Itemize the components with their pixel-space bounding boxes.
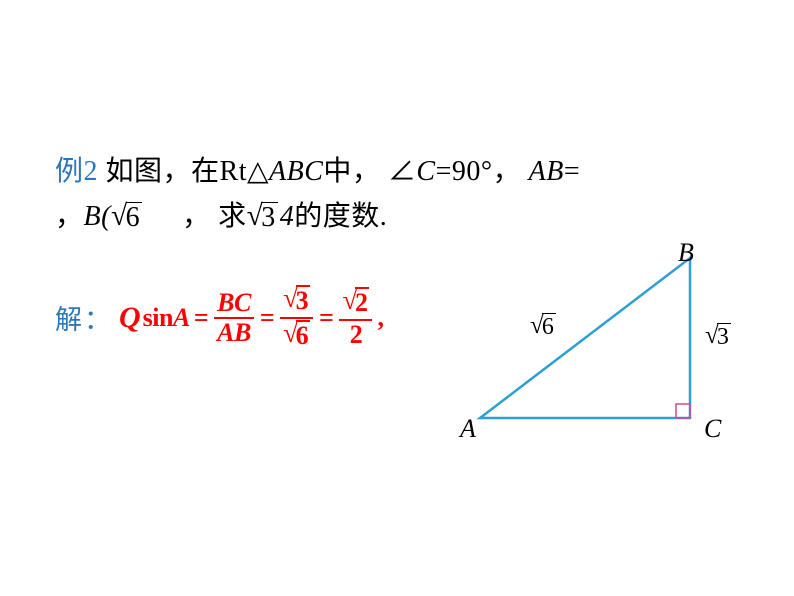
triangle-svg [460, 238, 780, 468]
example-label: 例2 [55, 156, 98, 187]
solution-area: 解： Q sinA = BC AB = √3 √6 = √2 2 , [55, 285, 383, 350]
vertex-a: A [460, 414, 476, 444]
problem-statement: 例2 如图，在Rt△ABC中， ∠C=90°， AB= ，B(√6， 求√34的… [55, 150, 724, 240]
fraction-bc-ab: BC AB [214, 290, 254, 346]
fraction-sqrt2-2: √2 2 [339, 287, 372, 348]
because-symbol: Q [119, 301, 141, 335]
sqrt3-icon: √3 [247, 202, 278, 234]
triangle-diagram: B A C √6 √3 [460, 238, 780, 468]
vertex-b: B [678, 238, 694, 268]
side-bc-label: √3 [705, 323, 731, 350]
problem-line-2: ，B(√6， 求√34的度数. [55, 195, 724, 240]
solution-label: 解： [55, 298, 113, 337]
sqrt6-icon: √6 [111, 202, 142, 234]
fraction-sqrt3-sqrt6: √3 √6 [280, 285, 313, 350]
equation: sinA = BC AB = √3 √6 = √2 2 , [143, 285, 384, 350]
problem-line-1: 例2 如图，在Rt△ABC中， ∠C=90°， AB= [55, 150, 724, 195]
vertex-c: C [704, 414, 721, 444]
side-ab-label: √6 [530, 313, 556, 340]
